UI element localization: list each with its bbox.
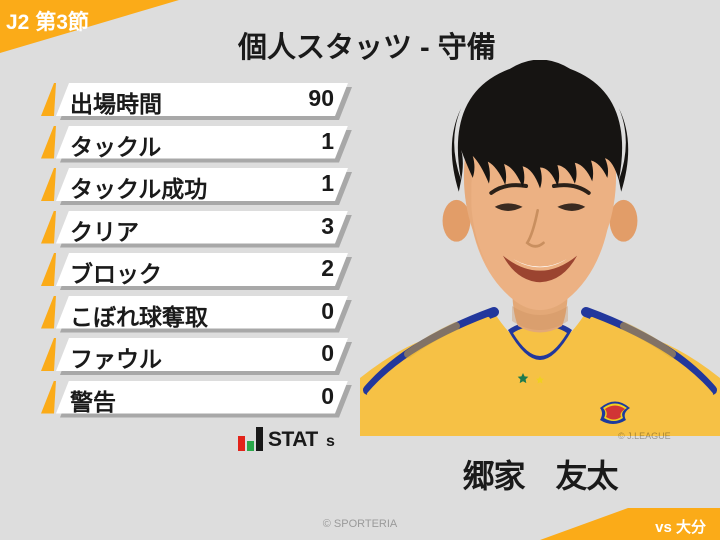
svg-text:s: s bbox=[326, 433, 335, 450]
svg-text:STAT: STAT bbox=[268, 428, 318, 451]
